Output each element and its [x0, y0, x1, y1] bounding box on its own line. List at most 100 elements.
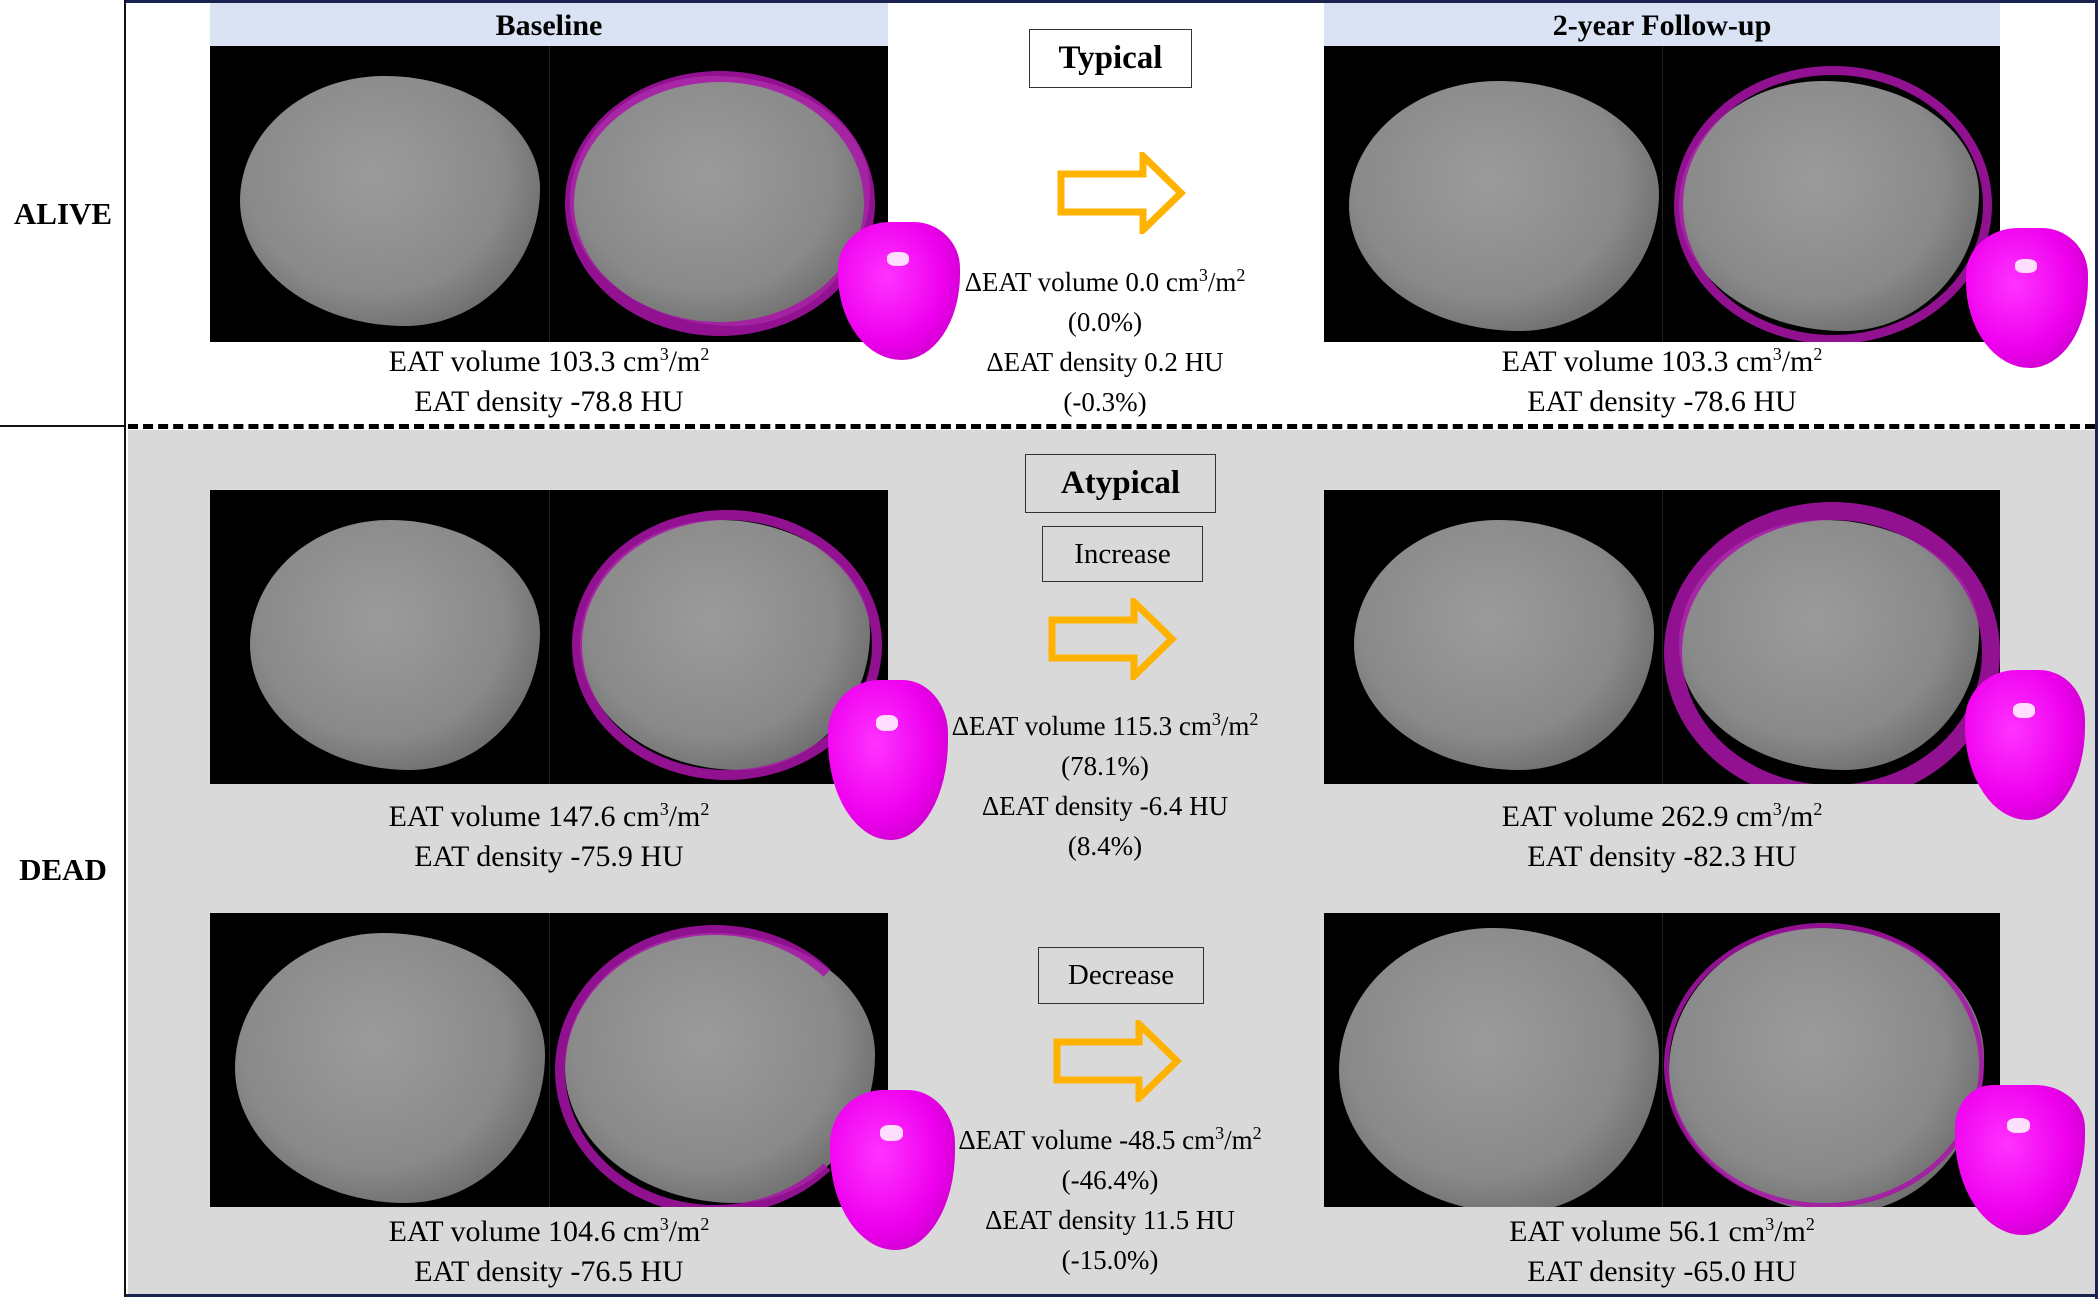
section-divider-dashed: [128, 424, 2095, 429]
unit: /m: [1220, 711, 1250, 741]
caption-followup-row3: EAT volume 56.1 cm3/m2 EAT density -65.0…: [1324, 1212, 2000, 1292]
caption-baseline-row1: EAT volume 103.3 cm3/m2 EAT density -78.…: [210, 342, 888, 422]
delta-volume: ΔEAT volume 0.0 cm: [964, 267, 1199, 297]
group-label-dead: DEAD: [19, 852, 107, 887]
eat-overlay: [1664, 923, 1984, 1207]
eat-density: EAT density -82.3 HU: [1527, 840, 1797, 873]
panel-split: [1662, 490, 1663, 784]
delta-density: ΔEAT density -6.4 HU: [981, 791, 1229, 821]
frame-bottom: [126, 1294, 2098, 1297]
group-label-column: [0, 0, 126, 1297]
eat-volume: EAT volume 147.6 cm: [388, 800, 660, 833]
unit-sup: 2: [700, 799, 710, 819]
ct-image-baseline-row2: [210, 490, 888, 784]
frame-top: [126, 0, 2098, 3]
eat-density: EAT density -75.9 HU: [414, 840, 684, 873]
eat-3d-mesh-baseline-row3: [830, 1090, 955, 1250]
unit-sup: 3: [1765, 1214, 1775, 1234]
unit-sup: 2: [1252, 1123, 1262, 1143]
right-arrow-outline-icon: [1048, 598, 1178, 680]
right-arrow-outline-icon: [1053, 1020, 1183, 1102]
unit: /m: [668, 1215, 701, 1248]
column-header-followup: 2-year Follow-up: [1324, 3, 2000, 46]
unit-sup: 2: [1813, 344, 1823, 364]
delta-block-row1: ΔEAT volume 0.0 cm3/m2 (0.0%) ΔEAT densi…: [935, 262, 1275, 422]
eat-volume: EAT volume 262.9 cm: [1501, 800, 1773, 833]
panel-split: [549, 46, 550, 342]
right-arrow-outline-icon: [1057, 152, 1187, 234]
delta-volume: ΔEAT volume 115.3 cm: [951, 711, 1212, 741]
unit: /m: [1781, 800, 1814, 833]
ct-heart: [1349, 81, 1659, 331]
unit: /m: [1207, 267, 1237, 297]
caption-baseline-row2: EAT volume 147.6 cm3/m2 EAT density -75.…: [210, 797, 888, 877]
eat-density: EAT density -78.8 HU: [414, 385, 684, 418]
unit-sup: 2: [1813, 799, 1823, 819]
category-box-atypical: Atypical: [1025, 454, 1216, 513]
eat-3d-mesh-baseline-row2: [828, 680, 948, 840]
eat-density: EAT density -65.0 HU: [1527, 1255, 1797, 1288]
ct-image-followup-row2: [1324, 490, 2000, 784]
caption-followup-row1: EAT volume 103.3 cm3/m2 EAT density -78.…: [1324, 342, 2000, 422]
unit-sup: 2: [1805, 1214, 1815, 1234]
group-label-alive: ALIVE: [13, 196, 113, 231]
unit: /m: [1224, 1125, 1253, 1155]
subcategory-box-decrease: Decrease: [1038, 947, 1204, 1004]
unit-sup: 3: [659, 799, 669, 819]
column-header-baseline: Baseline: [210, 3, 888, 46]
delta-density: ΔEAT density 11.5 HU: [985, 1205, 1235, 1235]
ct-image-followup-row1: [1324, 46, 2000, 342]
ct-heart: [1354, 520, 1654, 770]
panel-split: [1662, 913, 1663, 1207]
unit: /m: [668, 800, 701, 833]
unit: /m: [1774, 1215, 1806, 1248]
ct-heart: [235, 933, 545, 1203]
eat-overlay: [1664, 502, 2000, 784]
unit-sup: 3: [659, 1214, 669, 1234]
panel-split: [549, 490, 550, 784]
delta-volume: ΔEAT volume -48.5 cm: [958, 1125, 1216, 1155]
eat-3d-mesh-baseline-row1: [838, 222, 960, 360]
category-box-typical: Typical: [1029, 29, 1192, 88]
ct-image-followup-row3: [1324, 913, 2000, 1207]
delta-density: ΔEAT density 0.2 HU: [986, 347, 1224, 377]
ct-heart: [250, 520, 540, 770]
delta-volume-percent: (-46.4%): [1061, 1165, 1159, 1195]
caption-followup-row2: EAT volume 262.9 cm3/m2 EAT density -82.…: [1324, 797, 2000, 877]
eat-3d-mesh-followup-row2: [1965, 670, 2085, 820]
unit-sup: 2: [1249, 709, 1259, 729]
ct-image-baseline-row1: [210, 46, 888, 342]
eat-density: EAT density -76.5 HU: [414, 1255, 684, 1288]
ct-heart: [1339, 928, 1659, 1207]
ct-heart: [240, 76, 540, 326]
delta-block-row2: ΔEAT volume 115.3 cm3/m2 (78.1%) ΔEAT de…: [925, 706, 1285, 866]
eat-overlay: [555, 925, 875, 1207]
unit-sup: 3: [659, 344, 669, 364]
eat-overlay: [565, 71, 875, 336]
delta-density-percent: (-0.3%): [1063, 387, 1147, 417]
unit-sup: 2: [700, 344, 710, 364]
eat-3d-mesh-followup-row1: [1966, 228, 2088, 368]
unit-sup: 3: [1215, 1123, 1225, 1143]
unit: /m: [668, 345, 701, 378]
delta-density-percent: (-15.0%): [1061, 1245, 1159, 1275]
eat-volume: EAT volume 104.6 cm: [388, 1215, 660, 1248]
caption-baseline-row3: EAT volume 104.6 cm3/m2 EAT density -76.…: [210, 1212, 888, 1292]
eat-volume: EAT volume 103.3 cm: [388, 345, 660, 378]
subcategory-box-increase: Increase: [1042, 526, 1203, 582]
delta-block-row3: ΔEAT volume -48.5 cm3/m2 (-46.4%) ΔEAT d…: [925, 1120, 1295, 1280]
panel-split: [1662, 46, 1663, 342]
eat-volume: EAT volume 103.3 cm: [1501, 345, 1773, 378]
unit: /m: [1781, 345, 1814, 378]
unit-sup: 2: [700, 1214, 710, 1234]
delta-volume-percent: (78.1%): [1061, 751, 1149, 781]
unit-sup: 3: [1211, 709, 1221, 729]
eat-overlay: [572, 510, 882, 780]
eat-density: EAT density -78.6 HU: [1527, 385, 1797, 418]
panel-split: [549, 913, 550, 1207]
ct-image-baseline-row3: [210, 913, 888, 1207]
unit-sup: 3: [1198, 265, 1208, 285]
delta-density-percent: (8.4%): [1067, 831, 1143, 861]
frame-right: [2095, 0, 2098, 1299]
eat-volume: EAT volume 56.1 cm: [1509, 1215, 1766, 1248]
